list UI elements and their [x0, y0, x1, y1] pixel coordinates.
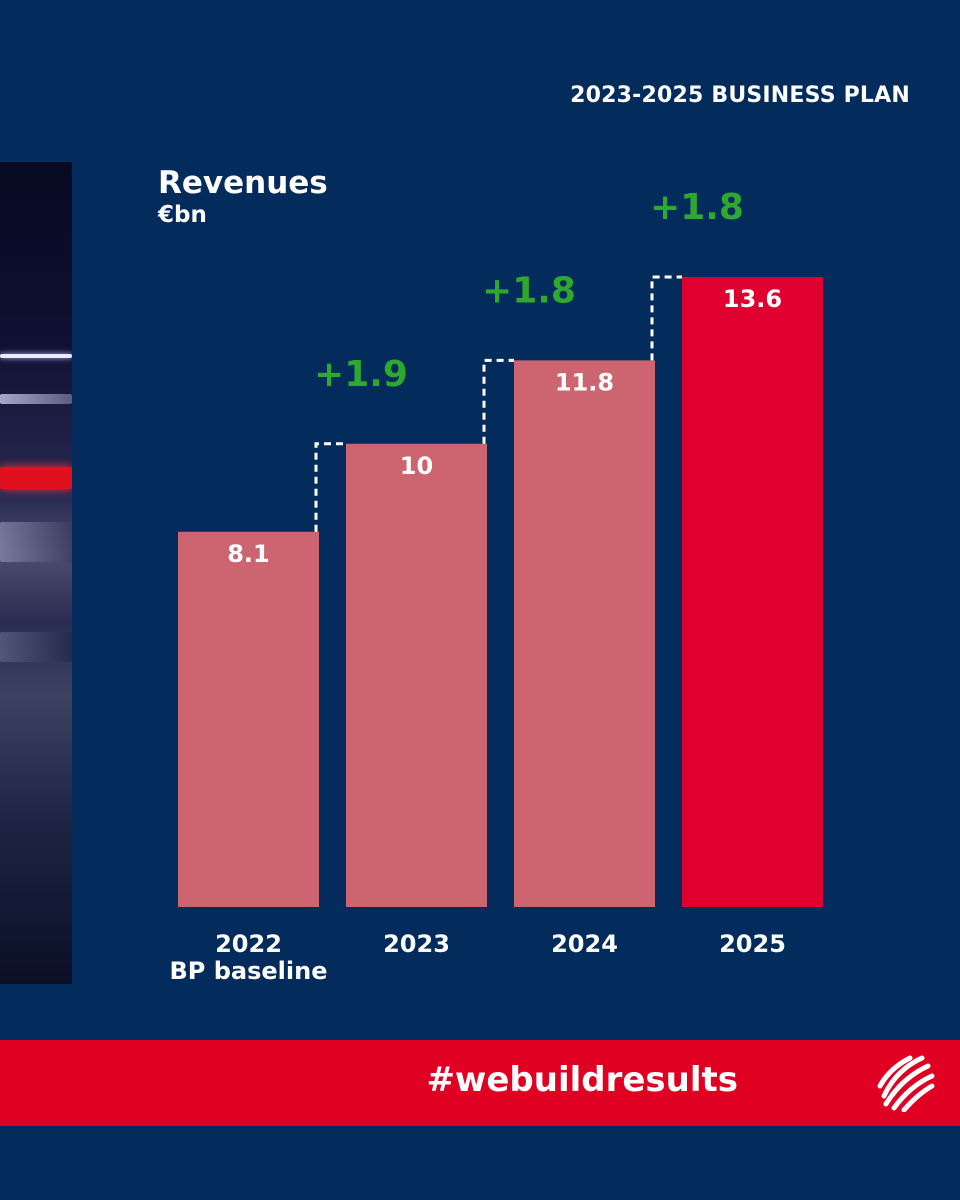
- value-label-2024: 11.8: [555, 368, 614, 396]
- increment-label-2025: +1.8: [650, 187, 744, 228]
- value-label-2022: 8.1: [227, 540, 270, 568]
- tick-sublabel-2022: BP baseline: [170, 957, 328, 985]
- bar-2025: [682, 277, 823, 907]
- bar-2022: [178, 531, 319, 907]
- light-streak: [0, 522, 72, 562]
- increment-label-2023: +1.9: [314, 354, 408, 395]
- tick-label-2025: 2025: [719, 930, 786, 958]
- bar-2024: [514, 360, 655, 908]
- step-connector-1: [314, 442, 346, 532]
- light-streak: [0, 467, 72, 489]
- light-streak: [0, 394, 72, 404]
- step-connector-2: [482, 358, 514, 444]
- increment-label-2024: +1.8: [482, 270, 576, 311]
- plan-title: 2023-2025 BUSINESS PLAN: [570, 83, 910, 108]
- light-streak: [0, 632, 72, 662]
- hashtag-link[interactable]: #webuildresults: [426, 1060, 738, 1100]
- value-label-2023: 10: [400, 452, 433, 480]
- bar-2023: [346, 443, 487, 907]
- chart-title: Revenues: [158, 165, 328, 201]
- tick-label-2023: 2023: [383, 930, 450, 958]
- tick-label-2024: 2024: [551, 930, 618, 958]
- footer-band: #webuildresults: [0, 1040, 960, 1126]
- light-streak: [0, 354, 72, 358]
- step-connector-3: [650, 275, 682, 361]
- tick-label-2022: 2022: [215, 930, 282, 958]
- photo-strip: [0, 162, 72, 984]
- chart-unit: €bn: [158, 202, 207, 228]
- value-label-2025: 13.6: [723, 285, 782, 313]
- webuild-sphere-icon: [877, 1055, 935, 1112]
